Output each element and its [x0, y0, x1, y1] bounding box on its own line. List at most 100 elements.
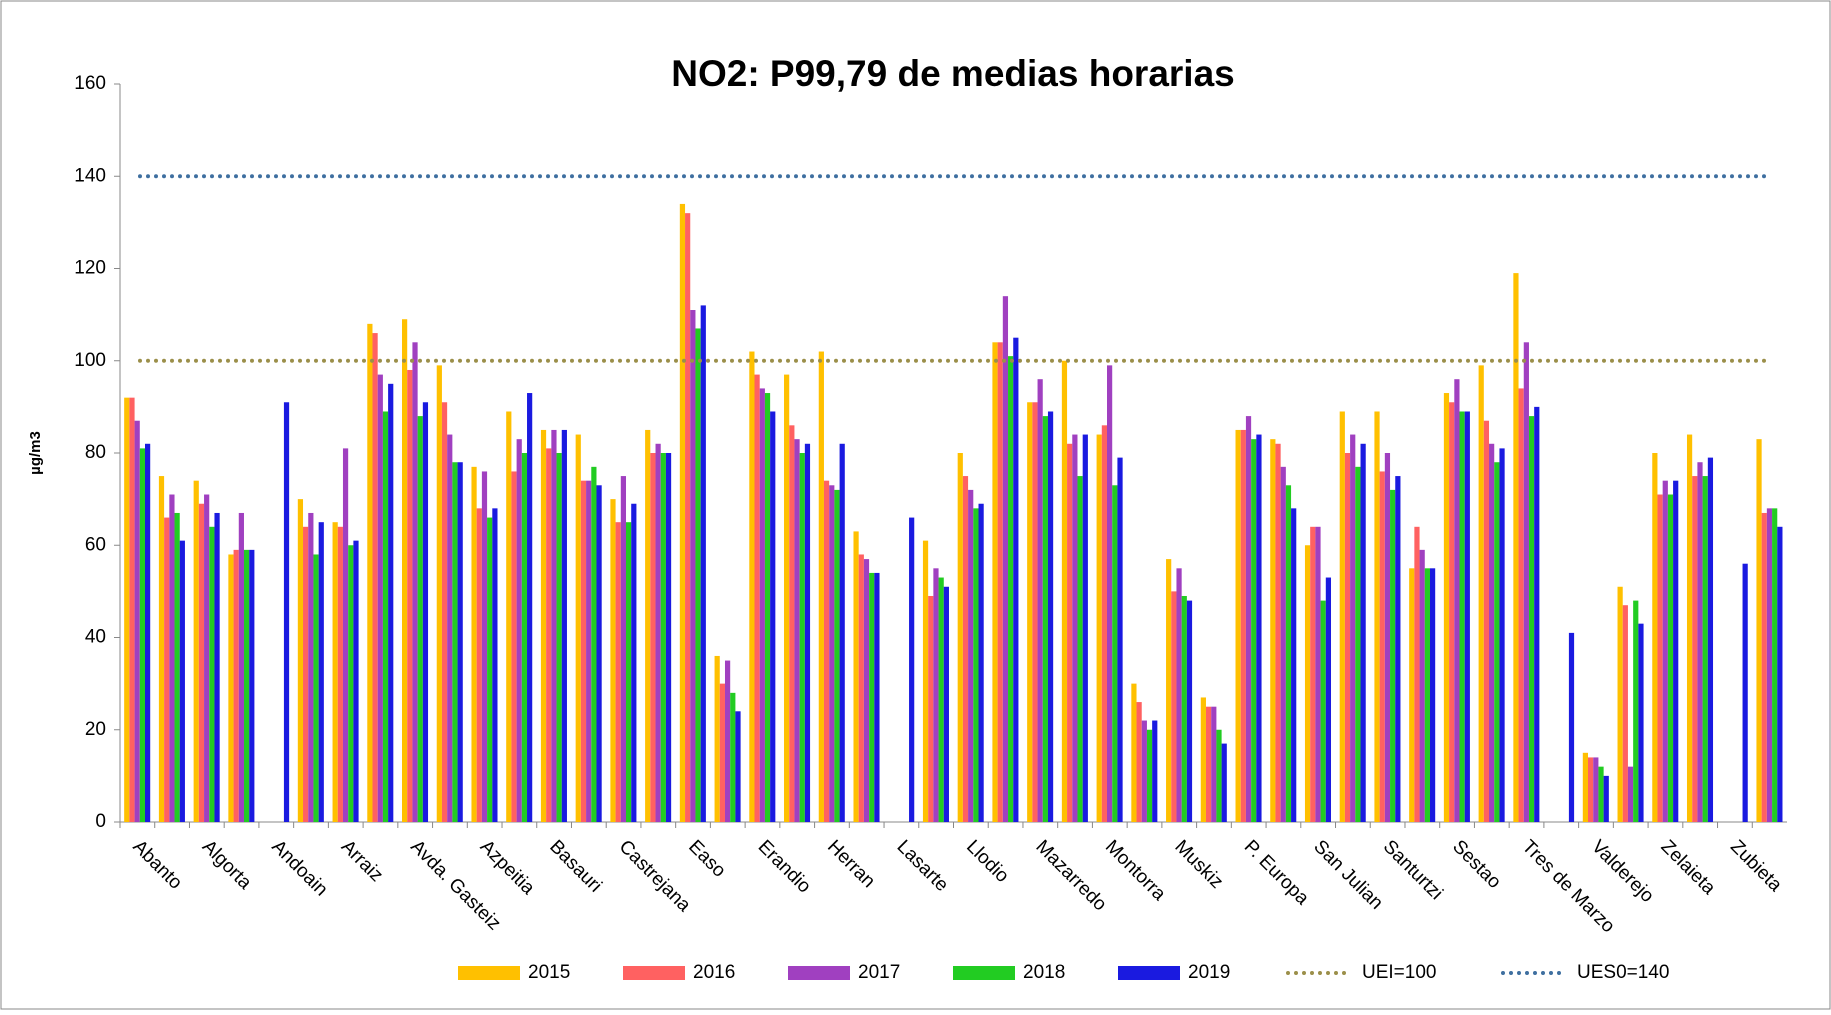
bar: [193, 480, 199, 822]
bar: [1339, 411, 1345, 822]
bar: [1478, 365, 1484, 822]
bar: [1518, 388, 1524, 822]
bar: [283, 402, 290, 822]
bar: [1692, 476, 1698, 822]
bar: [938, 577, 944, 822]
bar: [476, 508, 482, 822]
bar: [1146, 729, 1153, 822]
bar: [452, 462, 458, 822]
bar: [1008, 356, 1014, 822]
bar: [1756, 439, 1762, 822]
bar: [487, 517, 493, 822]
bar: [342, 448, 349, 822]
bar: [1315, 526, 1321, 822]
bar: [804, 443, 811, 822]
bar: [650, 453, 656, 822]
bar: [943, 586, 949, 822]
bar: [417, 416, 423, 822]
bar: [198, 503, 205, 822]
bar: [179, 540, 185, 822]
bar: [823, 480, 830, 822]
bar: [388, 383, 394, 822]
bar: [1588, 757, 1594, 822]
bar: [829, 485, 835, 822]
bar: [1603, 775, 1609, 822]
y-tick-label: 60: [85, 534, 106, 555]
bar: [209, 526, 215, 822]
bar: [1211, 706, 1217, 822]
bar: [1176, 568, 1182, 822]
bar: [1285, 485, 1292, 822]
y-tick-label: 80: [85, 442, 106, 463]
legend-swatch: [623, 966, 685, 980]
bar: [243, 549, 250, 822]
bar: [591, 466, 597, 822]
bar: [1280, 466, 1286, 822]
bar: [922, 540, 929, 822]
bar: [968, 489, 974, 822]
bar: [1152, 720, 1158, 822]
bar: [551, 429, 557, 822]
bar: [1622, 605, 1628, 822]
bar: [610, 499, 616, 822]
bar: [233, 549, 239, 822]
bar: [492, 508, 498, 822]
bar: [1568, 632, 1575, 822]
bar: [174, 512, 180, 822]
bar: [754, 374, 760, 822]
legend-label: UES0=140: [1577, 962, 1669, 983]
bar: [1384, 453, 1391, 822]
bar: [1117, 457, 1123, 822]
bar: [313, 554, 319, 822]
bar: [997, 342, 1003, 822]
bar: [164, 517, 170, 822]
bar: [1494, 462, 1500, 822]
bar: [615, 522, 621, 822]
y-tick-label: 160: [74, 73, 106, 94]
bar: [1240, 429, 1246, 822]
bar: [794, 439, 800, 822]
bar: [516, 439, 522, 822]
bar: [1459, 411, 1465, 822]
legend-label: 2017: [858, 962, 900, 983]
bar: [506, 411, 512, 822]
bar: [249, 549, 255, 822]
legend-label: 2015: [528, 962, 570, 983]
bar: [1702, 476, 1708, 822]
bar: [719, 683, 725, 822]
bar: [1013, 337, 1019, 822]
bar: [1513, 273, 1519, 822]
bar: [318, 522, 324, 822]
bar: [1409, 568, 1415, 822]
bar: [724, 660, 731, 822]
bar: [1633, 600, 1639, 822]
bar: [784, 374, 790, 822]
bar: [1112, 485, 1118, 822]
bar: [1067, 443, 1073, 822]
bar: [1464, 411, 1470, 822]
chart-title: NO2: P99,79 de medias horarias: [671, 53, 1235, 94]
y-tick-label: 40: [85, 627, 106, 648]
y-tick-label: 100: [74, 350, 106, 371]
bar: [481, 471, 488, 822]
bar: [1061, 360, 1068, 822]
bar: [1582, 752, 1589, 822]
bar: [134, 420, 140, 822]
bar: [1310, 526, 1316, 822]
bar: [695, 328, 701, 822]
bar: [685, 213, 691, 822]
bar: [1523, 342, 1529, 822]
bar: [1171, 591, 1177, 822]
bar: [1141, 720, 1147, 822]
bar: [1181, 595, 1187, 822]
bar: [1534, 406, 1540, 822]
bar: [1395, 476, 1401, 822]
bar: [620, 476, 627, 822]
bar: [1424, 568, 1430, 822]
y-tick-label: 0: [95, 811, 106, 832]
bar: [1657, 494, 1663, 822]
bar: [556, 453, 562, 822]
bar: [839, 443, 845, 822]
bar: [348, 545, 354, 822]
bar: [1593, 757, 1599, 822]
